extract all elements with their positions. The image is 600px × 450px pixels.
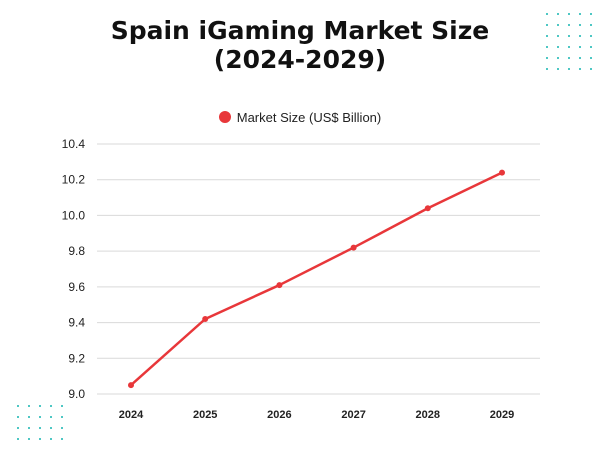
decor-dot [568,13,570,15]
x-tick-label: 2029 [490,409,514,421]
decor-dot [17,416,19,418]
decor-dot [557,57,559,59]
decor-dot [546,68,548,70]
decor-dot [61,405,63,407]
x-tick-label: 2024 [119,409,144,421]
y-tick-label: 9.4 [68,316,85,330]
decor-dot [579,57,581,59]
x-tick-label: 2027 [341,409,365,421]
series-market-size [128,169,505,389]
data-point [350,244,357,251]
series-line [130,171,503,387]
decor-dot [546,13,548,15]
decor-dot [568,24,570,26]
legend-marker-icon [218,111,231,123]
decor-dot [17,405,19,407]
data-point [424,205,431,212]
chart-legend: Market Size (US$ Billion) [0,110,600,125]
decor-dot [568,46,570,48]
data-point [499,169,505,176]
decor-dot [50,427,52,429]
gridlines [97,143,540,395]
decor-dot [568,68,570,70]
legend-label: Market Size (US$ Billion) [236,110,382,125]
decor-dot [61,416,63,418]
chart-title: Spain iGaming Market Size (2024-2029) [0,16,600,74]
decor-dot [579,46,581,48]
decor-dot [579,24,581,26]
chart-title-line-2: (2024-2029) [213,45,387,74]
decor-dot [568,35,570,37]
decor-dot [557,68,559,70]
decor-dot [28,405,30,407]
decor-dot [50,438,52,440]
data-point [128,382,134,389]
decor-dot [546,35,548,37]
decor-dot [39,438,41,440]
y-tick-label: 10.2 [62,173,86,187]
x-tick-label: 2025 [193,409,217,421]
decor-dot [557,35,559,37]
data-point [276,282,283,289]
decor-dot [557,13,559,15]
y-tick-label: 9.8 [68,244,85,258]
decor-dot [28,416,30,418]
decor-dot [39,405,41,407]
decor-dot [61,427,63,429]
decor-dot [17,438,19,440]
y-tick-label: 10.0 [62,208,86,222]
x-axis-ticks: 2024 2025 2026 2027 2028 2029 [119,409,514,421]
x-tick-label: 2026 [267,409,291,421]
decor-dot [546,57,548,59]
chart-title-line-1: Spain iGaming Market Size [110,16,490,45]
decor-dot [50,416,52,418]
decor-dot [28,438,30,440]
decor-dot [579,68,581,70]
decor-dot [39,416,41,418]
decor-dot [590,46,592,48]
decor-dot [557,24,559,26]
y-tick-label: 9.0 [68,387,85,401]
y-tick-label: 9.6 [68,280,85,294]
decor-dot [557,46,559,48]
y-axis-ticks: 9.0 9.2 9.4 9.6 9.8 10.0 10.2 10.4 [62,137,86,401]
y-tick-label: 10.4 [62,137,86,151]
decor-dot [546,24,548,26]
x-tick-label: 2028 [416,409,440,421]
decor-dot [39,427,41,429]
decor-dot [590,13,592,15]
decor-dot [61,438,63,440]
decor-dot [17,427,19,429]
decor-dot [579,13,581,15]
decor-dot [50,405,52,407]
decor-dot [590,57,592,59]
decor-dot [546,46,548,48]
data-point [202,316,209,322]
decor-dot [590,68,592,70]
decor-dot [590,24,592,26]
decor-dot [568,57,570,59]
decor-dot [28,427,30,429]
decor-dot [579,35,581,37]
y-tick-label: 9.2 [68,351,85,365]
decor-dot [590,35,592,37]
